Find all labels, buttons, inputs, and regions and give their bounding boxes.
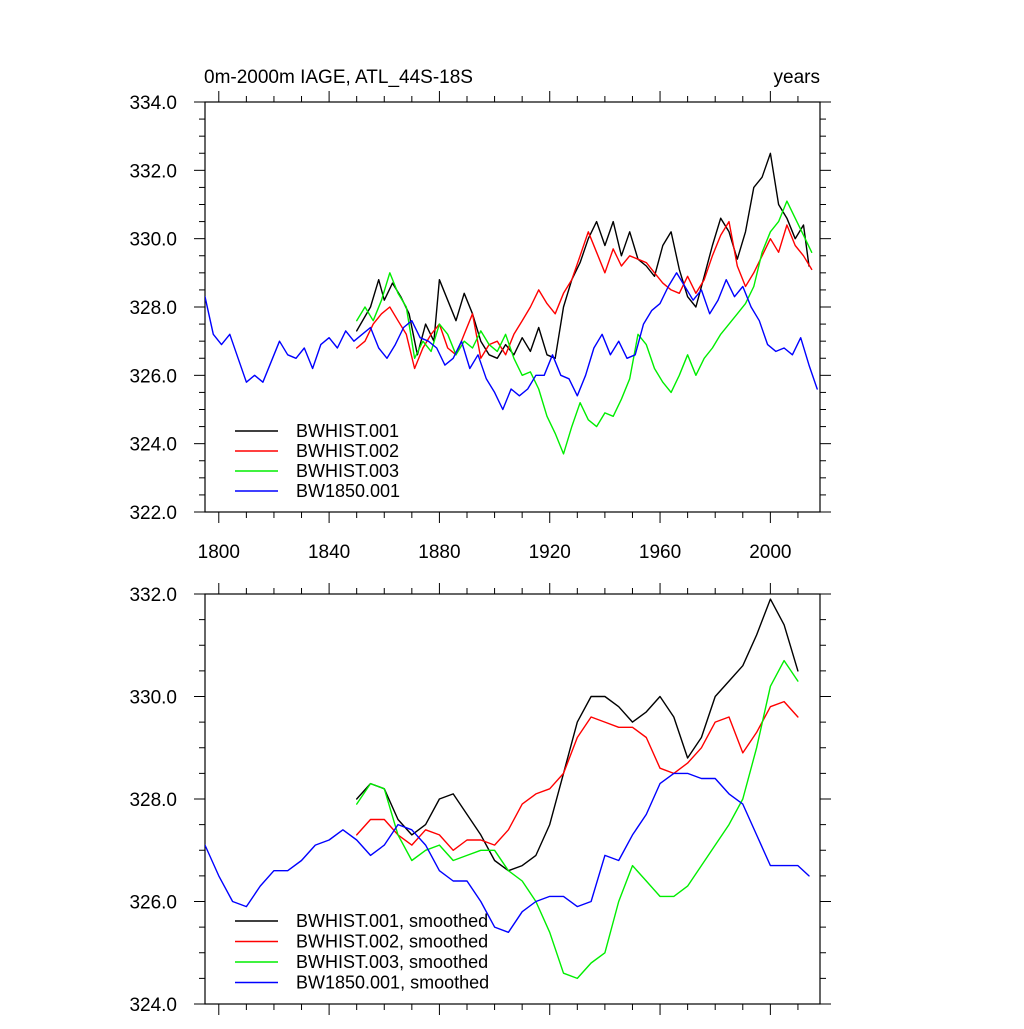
series-line <box>356 220 813 370</box>
legend-label: BWHIST.002 <box>296 441 399 461</box>
series-group <box>205 152 818 455</box>
y-tick-label: 324.0 <box>129 995 177 1016</box>
legend-label: BWHIST.001, smoothed <box>296 911 488 931</box>
y-tick-label: 324.0 <box>129 435 177 456</box>
y-tick-label: 332.0 <box>129 585 177 606</box>
series-line <box>356 200 813 455</box>
legend-label: BWHIST.003 <box>296 461 399 481</box>
y-tick-label: 326.0 <box>129 366 177 387</box>
panel-2: 324.0 326.0 328.0 330.0 332.0 BWHIST.001, smo… <box>129 583 831 1016</box>
y-tick-label: 330.0 <box>129 230 177 251</box>
series-line <box>205 772 810 933</box>
legend-label: BWHIST.003, smoothed <box>296 952 488 972</box>
x-tick-label: 1800 <box>198 542 240 563</box>
y-tick-label: 322.0 <box>129 503 177 524</box>
x-tick-label: 1840 <box>308 542 350 563</box>
chart-title: 0m-2000m IAGE, ATL_44S-18S <box>204 67 473 88</box>
x-tick-label: 1880 <box>418 542 460 563</box>
series-line <box>356 598 799 872</box>
y-tick-label: 328.0 <box>129 790 177 811</box>
series-line <box>205 272 818 411</box>
y-tick-label: 326.0 <box>129 893 177 914</box>
series-line <box>356 152 810 359</box>
legend-label: BW1850.001, smoothed <box>296 973 489 993</box>
y-tick-label: 328.0 <box>129 298 177 319</box>
panel-1: 1800 1840 1880 1920 1960 2000 322.0 324.0 326.0 3… <box>129 91 831 563</box>
legend-label: BW1850.001 <box>296 481 400 501</box>
x-tick-label: 2000 <box>749 542 791 563</box>
series-group <box>205 598 810 980</box>
y-tick-label: 334.0 <box>129 93 177 114</box>
series-line <box>356 700 799 851</box>
legend-label: BWHIST.001 <box>296 421 399 441</box>
legend-label: BWHIST.002, smoothed <box>296 932 488 952</box>
series-line <box>356 659 799 980</box>
chart-units-label: years <box>774 67 820 88</box>
x-tick-label: 1960 <box>639 542 681 563</box>
y-tick-label: 330.0 <box>129 688 177 709</box>
y-tick-label: 332.0 <box>129 161 177 182</box>
x-tick-label: 1920 <box>529 542 571 563</box>
